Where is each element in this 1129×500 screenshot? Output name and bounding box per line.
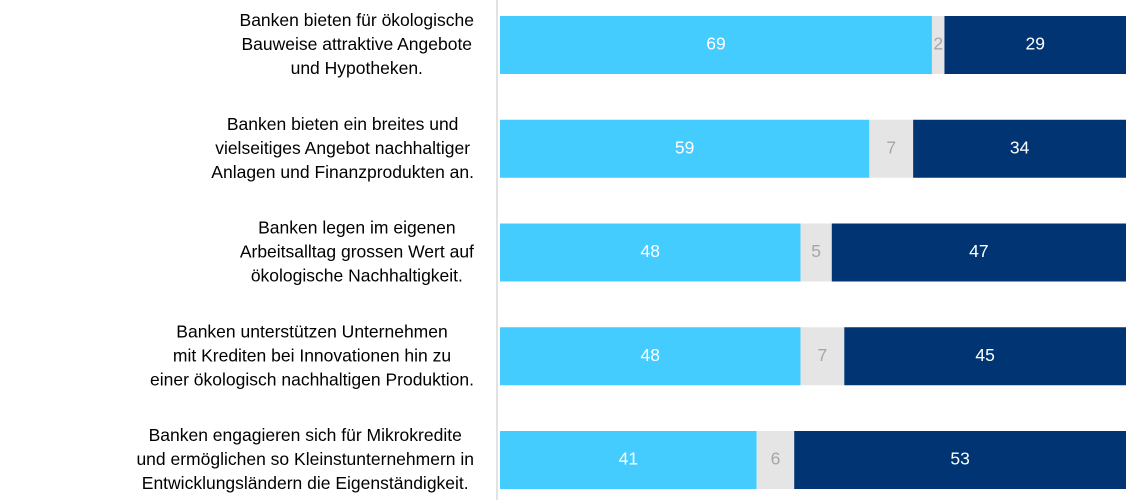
category-label: Banken engagieren sich für Mikrokredite u… <box>136 425 474 493</box>
bar-segment <box>800 223 832 282</box>
bar-segment <box>500 16 932 74</box>
bar-segment <box>913 119 1126 178</box>
bar-segment <box>756 431 795 489</box>
bar-segment <box>831 223 1126 282</box>
bar-segment <box>800 327 845 386</box>
bar-segment <box>931 16 945 74</box>
label-line: und Hypotheken. <box>291 58 423 78</box>
label-line: Banken engagieren sich für Mikrokredite <box>149 425 462 445</box>
label-line: und ermöglichen so Kleinstunternehmern i… <box>136 449 474 469</box>
label-line: Arbeitsalltag grossen Wert auf <box>240 241 474 261</box>
label-line: mit Krediten bei Innovationen hin zu <box>173 345 451 365</box>
value-label: 2 <box>933 34 943 54</box>
category-label: Banken unterstützen Unternehmen mit Kredi… <box>150 321 474 389</box>
value-label: 48 <box>641 241 660 261</box>
value-label: 7 <box>886 137 896 157</box>
label-line: Banken bieten ein breites und <box>227 113 459 133</box>
category-label: Banken bieten ein breites und vielseitige… <box>211 113 474 181</box>
label-line: Entwicklungsländern die Eigenständigkeit… <box>142 473 469 493</box>
label-line: Banken unterstützen Unternehmen <box>176 321 447 341</box>
bar-segment <box>944 16 1126 74</box>
bar-segment <box>869 119 914 178</box>
value-label: 34 <box>1010 137 1030 157</box>
label-line: Banken legen im eigenen <box>258 217 456 237</box>
label-line: Banken bieten für ökologische <box>240 10 474 30</box>
value-label: 41 <box>619 449 638 469</box>
value-label: 53 <box>950 449 969 469</box>
value-label: 47 <box>969 241 988 261</box>
value-label: 45 <box>975 345 994 365</box>
value-label: 6 <box>771 449 781 469</box>
bar-segment <box>500 119 870 178</box>
bar-segment <box>500 431 757 489</box>
bar-segment <box>794 431 1126 489</box>
label-line: ökologische Nachhaltigkeit. <box>251 265 463 285</box>
value-label: 59 <box>675 137 694 157</box>
value-label: 5 <box>811 241 821 261</box>
category-label: Banken bieten für ökologische Bauweise at… <box>240 10 474 78</box>
bar-segment <box>500 327 801 386</box>
bar-segment <box>844 327 1126 386</box>
category-label: Banken legen im eigenen Arbeitsalltag gro… <box>240 217 474 285</box>
bar-segment <box>500 223 801 282</box>
label-line: vielseitiges Angebot nachhaltiger <box>215 137 470 157</box>
label-line: Bauweise attraktive Angebote <box>241 34 472 54</box>
label-line: Anlagen und Finanzprodukten an. <box>211 161 474 181</box>
value-label: 29 <box>1025 34 1044 54</box>
value-label: 48 <box>641 345 660 365</box>
value-label: 7 <box>818 345 828 365</box>
value-label: 69 <box>706 34 725 54</box>
label-line: einer ökologisch nachhaltigen Produktion… <box>150 369 474 389</box>
